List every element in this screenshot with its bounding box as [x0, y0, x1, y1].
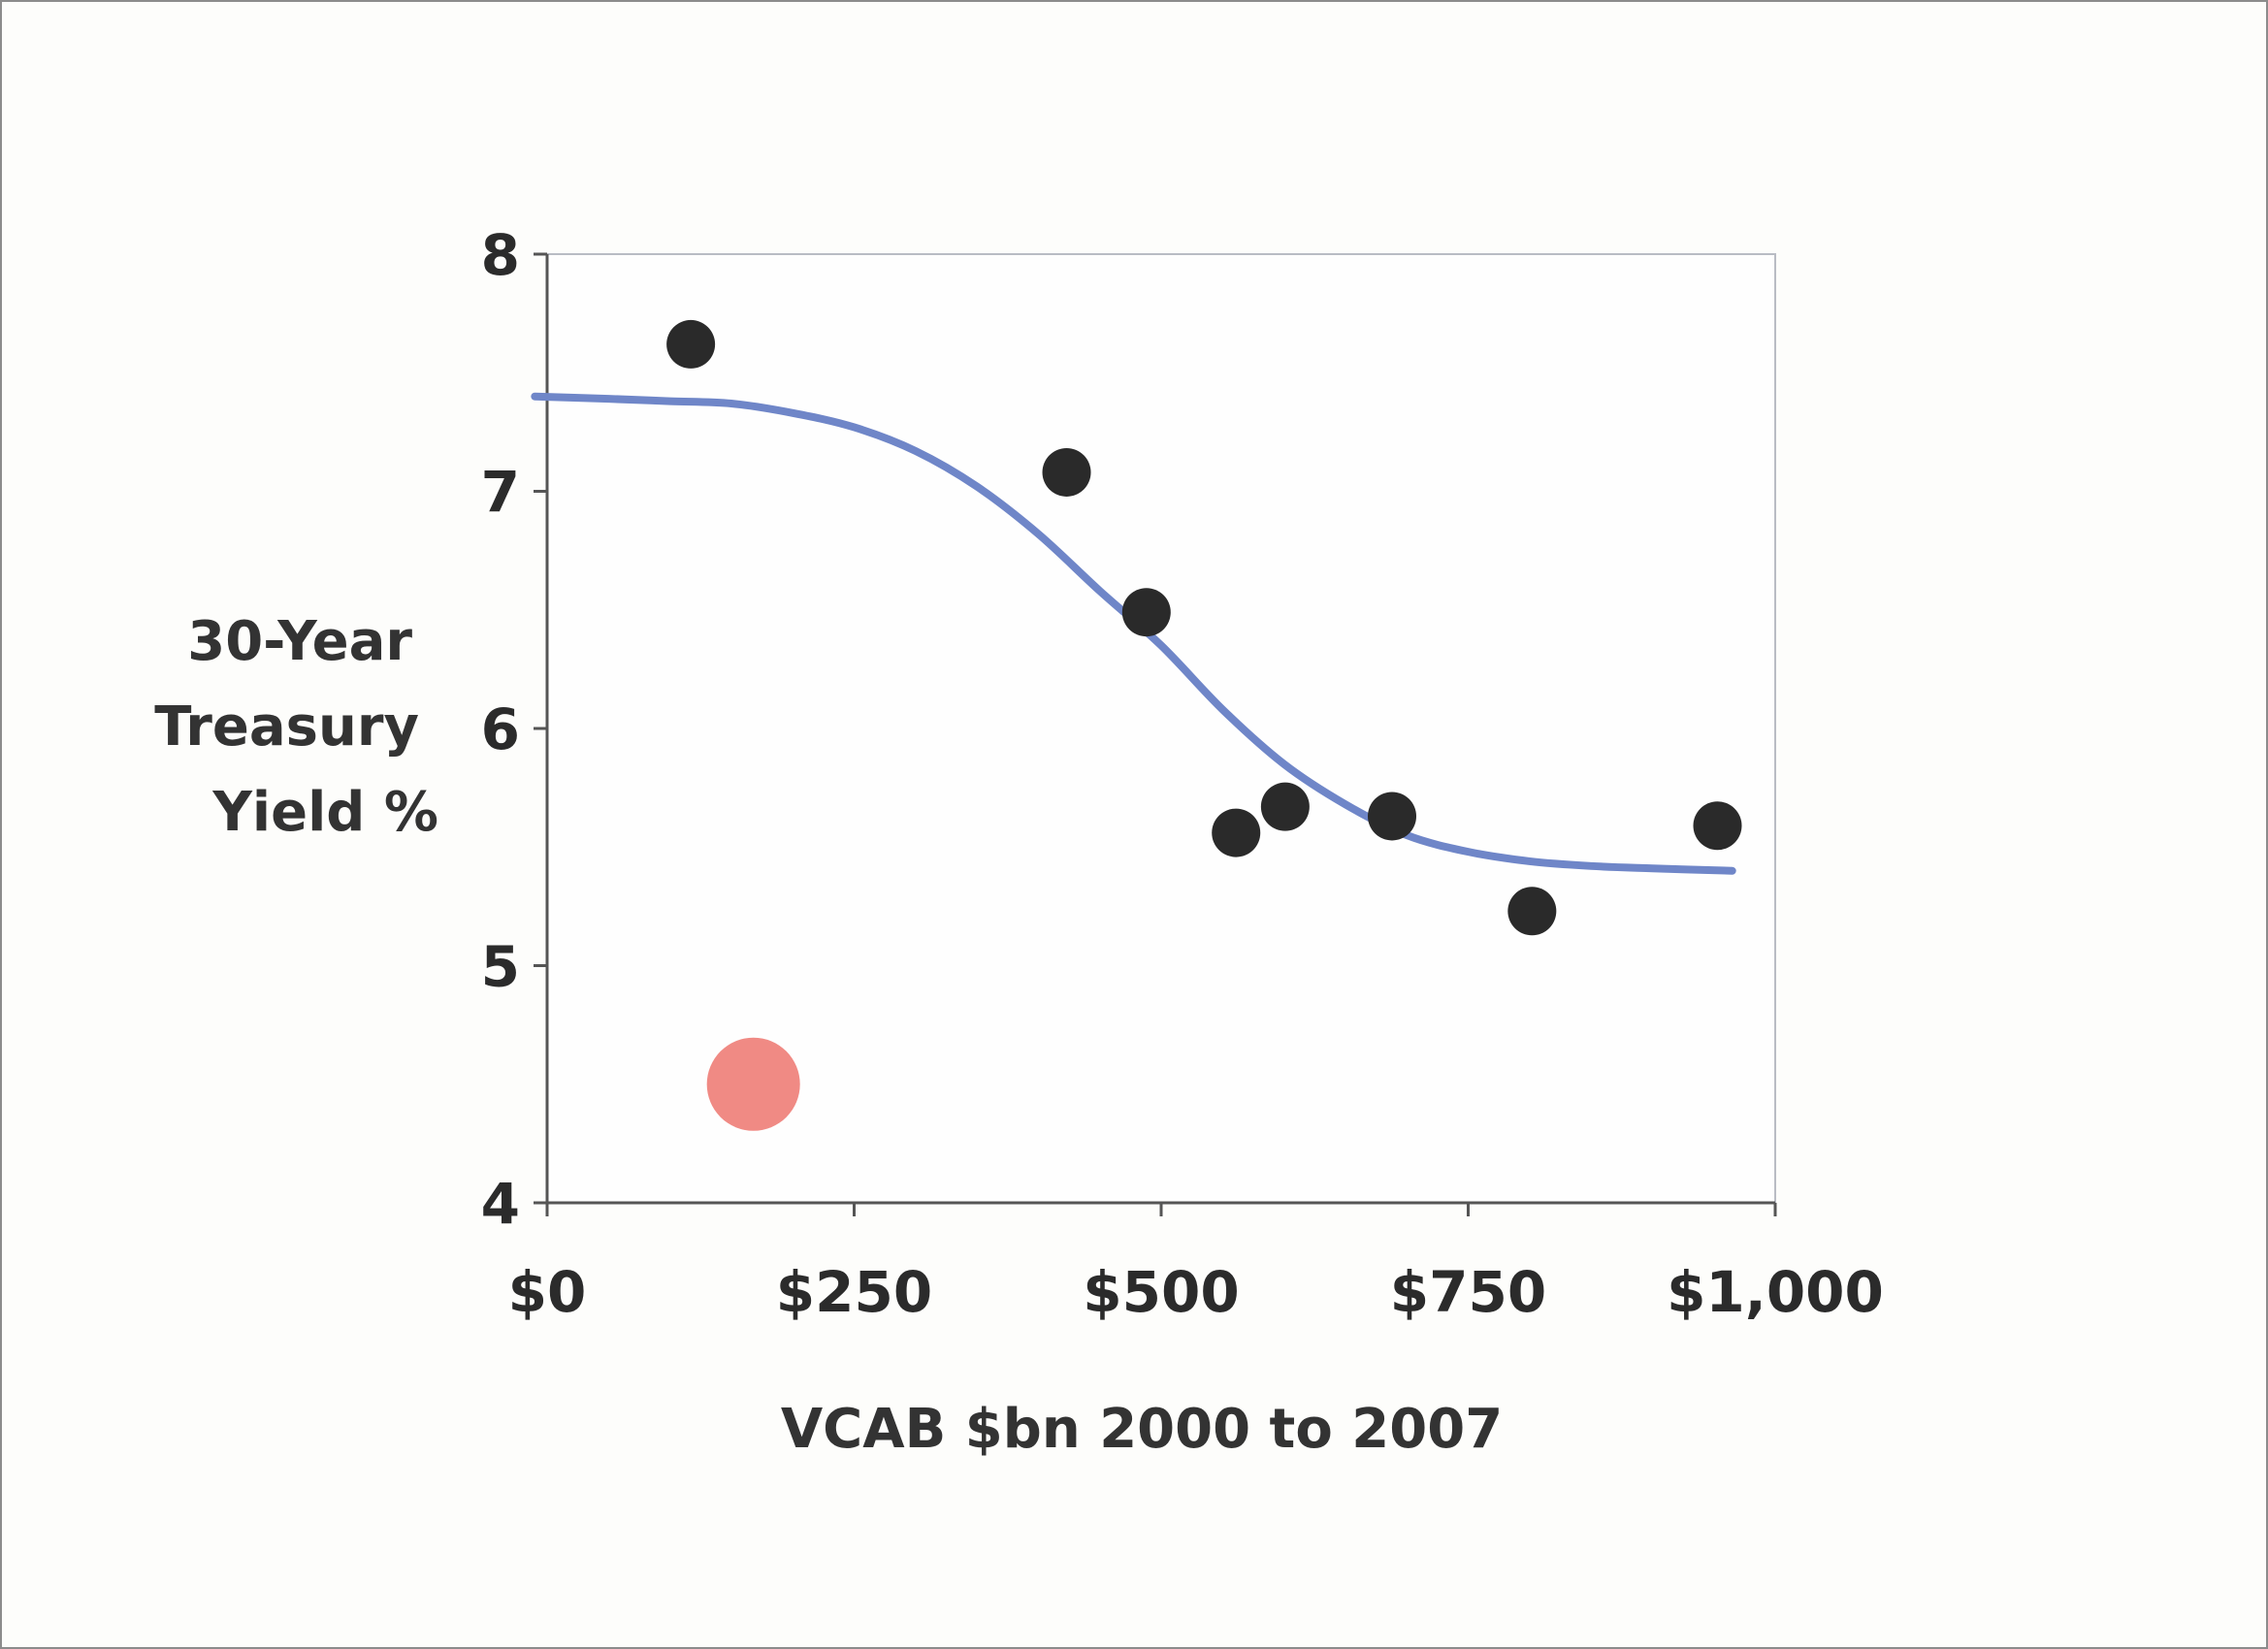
y-axis-title: 30-Year Treasury Yield % [154, 610, 438, 844]
y-tick-label: 5 [481, 934, 520, 1000]
highlight-point [706, 1037, 800, 1131]
data-points [666, 319, 1742, 1131]
data-point [1368, 792, 1417, 841]
y-tick-label: 4 [481, 1171, 520, 1237]
x-axis-ticks: $0 $250 $500 $750 $1,000 [508, 1203, 1884, 1325]
y-axis-title-line: 30-Year [187, 610, 412, 673]
y-axis-title-line: Yield % [211, 781, 438, 844]
y-axis-title-line: Treasury [154, 695, 419, 759]
x-tick-label: $1,000 [1667, 1259, 1884, 1325]
x-tick-label: $750 [1390, 1259, 1546, 1325]
data-point [1507, 887, 1557, 936]
data-point [1121, 588, 1171, 637]
x-tick-label: $0 [508, 1259, 587, 1325]
y-tick-label: 6 [481, 696, 520, 762]
y-tick-label: 7 [481, 460, 520, 526]
x-tick-label: $500 [1083, 1259, 1239, 1325]
data-point [1260, 782, 1310, 831]
x-axis-title: VCAB $bn 2000 to 2007 [781, 1398, 1503, 1461]
data-point [1212, 808, 1261, 857]
x-tick-label: $250 [776, 1259, 932, 1325]
y-axis-ticks: 4 5 6 7 8 [481, 222, 547, 1237]
data-point [666, 319, 716, 369]
data-point [1693, 801, 1742, 851]
data-point [1042, 447, 1091, 497]
y-tick-label: 8 [481, 222, 520, 288]
